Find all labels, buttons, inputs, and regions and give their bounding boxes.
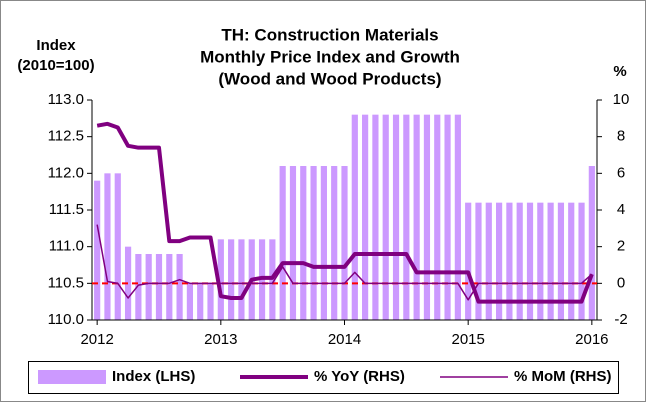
bar xyxy=(351,114,358,321)
bar xyxy=(434,114,441,321)
y-tick-label: 111.0 xyxy=(49,238,84,255)
bar xyxy=(403,114,410,321)
y-tick-label: 111.5 xyxy=(49,201,84,218)
bar xyxy=(145,254,152,320)
bar xyxy=(186,283,193,320)
legend-swatch xyxy=(38,370,106,384)
legend-label: % YoY (RHS) xyxy=(314,368,405,385)
bar xyxy=(135,254,142,320)
bar xyxy=(197,283,204,320)
y-tick-label: 110.0 xyxy=(48,311,84,328)
bar xyxy=(217,239,224,320)
bar xyxy=(320,166,327,320)
x-tick-label: 2014 xyxy=(328,331,361,348)
bar xyxy=(310,166,317,320)
bar xyxy=(465,202,472,320)
y2-tick-label: 0 xyxy=(617,274,625,291)
bar xyxy=(526,202,534,320)
y2-tick-label: -2 xyxy=(614,311,627,328)
bar xyxy=(372,114,379,321)
bar xyxy=(104,173,111,320)
y2-tick-label: 10 xyxy=(613,91,630,108)
bar xyxy=(94,180,101,320)
y-tick-label: 110.5 xyxy=(48,274,84,291)
line xyxy=(96,224,593,301)
y2-tick-label: 6 xyxy=(617,164,625,181)
chart-title: Monthly Price Index and Growth xyxy=(200,47,460,66)
legend-label: % MoM (RHS) xyxy=(514,368,612,385)
bar xyxy=(382,114,389,321)
y2-axis-label: % xyxy=(613,63,626,80)
bar xyxy=(124,246,132,320)
bar xyxy=(537,202,544,320)
y-tick-label: 112.0 xyxy=(48,164,84,181)
bar xyxy=(516,202,523,320)
bar xyxy=(588,166,595,320)
bar xyxy=(392,114,400,321)
chart-title: (Wood and Wood Products) xyxy=(218,69,441,88)
bar xyxy=(485,202,492,320)
bar xyxy=(423,114,431,321)
x-tick-label: 2013 xyxy=(204,331,237,348)
bar xyxy=(341,166,348,320)
bar xyxy=(331,166,338,320)
bar xyxy=(454,114,461,321)
bar xyxy=(547,202,554,320)
x-tick-label: 2012 xyxy=(80,331,113,348)
bar xyxy=(578,202,585,320)
bar xyxy=(496,202,503,320)
bar xyxy=(568,202,575,320)
bar xyxy=(176,254,183,320)
x-tick-label: 2016 xyxy=(575,331,608,348)
legend-box xyxy=(28,361,619,394)
bar xyxy=(413,114,420,321)
bar xyxy=(279,166,286,320)
bar xyxy=(362,114,369,321)
y2-tick-label: 8 xyxy=(617,128,625,145)
y-axis-label: Index xyxy=(36,37,76,54)
bar xyxy=(444,114,451,321)
bar xyxy=(557,202,565,320)
bar xyxy=(207,283,214,320)
bar xyxy=(228,239,235,320)
y-axis-label: (2010=100) xyxy=(17,57,94,74)
bar xyxy=(506,202,513,320)
bar xyxy=(238,239,245,320)
bar xyxy=(289,166,297,320)
bar xyxy=(300,166,307,320)
bar xyxy=(155,254,163,320)
y-tick-label: 112.5 xyxy=(48,128,84,145)
bar xyxy=(475,202,482,320)
bar xyxy=(166,254,173,320)
line xyxy=(96,121,594,304)
bar xyxy=(114,173,121,320)
y2-tick-label: 4 xyxy=(617,201,625,218)
x-tick-label: 2015 xyxy=(451,331,484,348)
y2-tick-label: 2 xyxy=(617,238,625,255)
chart-title: TH: Construction Materials xyxy=(221,25,438,44)
y-tick-label: 113.0 xyxy=(48,91,84,108)
legend-label: Index (LHS) xyxy=(112,368,195,385)
